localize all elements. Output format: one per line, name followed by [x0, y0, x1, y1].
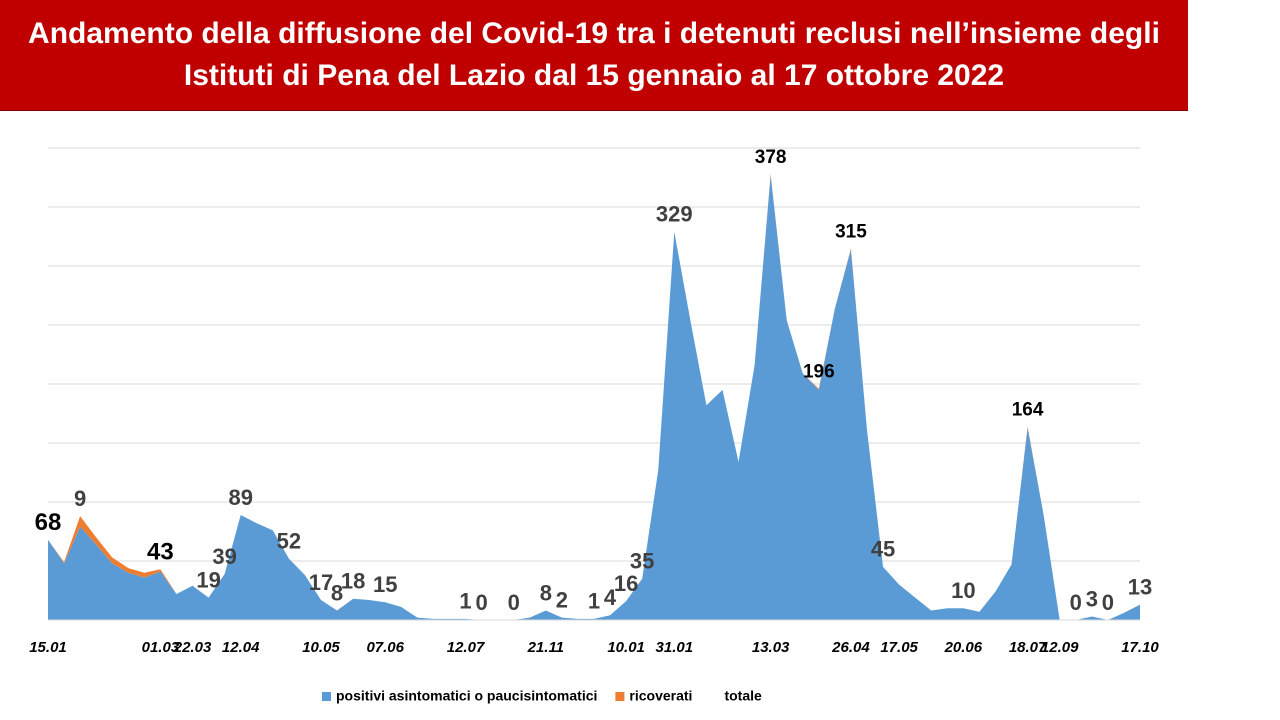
x-tick-label: 13.03	[752, 639, 790, 656]
data-label: 0	[1070, 590, 1082, 615]
data-label: 45	[871, 537, 895, 562]
x-tick-label: 21.11	[527, 639, 564, 656]
data-label: 89	[228, 485, 252, 510]
x-tick-label: 12.04	[222, 639, 260, 656]
data-label: 52	[277, 528, 301, 553]
x-tick-label: 17.10	[1121, 639, 1159, 656]
x-tick-label: 15.01	[29, 639, 67, 656]
data-label: 329	[656, 202, 693, 227]
x-tick-label: 18.07	[1009, 639, 1047, 656]
data-label: 8	[331, 580, 343, 605]
x-tick-label: 07.06	[366, 639, 404, 656]
x-tick-label: 26.04	[831, 639, 870, 656]
data-label: 9	[74, 486, 86, 511]
data-label: 1	[588, 589, 600, 614]
total-label: 315	[835, 221, 867, 242]
data-label: 0	[508, 590, 520, 615]
data-label: 15	[373, 572, 397, 597]
data-label: 17	[309, 570, 333, 595]
total-label: 68	[35, 509, 62, 536]
data-label: 1	[459, 589, 471, 614]
data-label: 35	[630, 549, 654, 574]
x-tick-label: 20.06	[944, 639, 983, 656]
data-label: 19	[196, 567, 220, 592]
data-label: 2	[556, 587, 568, 612]
x-tick-label: 17.05	[880, 639, 918, 656]
area	[48, 175, 1140, 620]
data-label: 0	[1102, 590, 1114, 615]
data-label: 8	[540, 580, 552, 605]
total-label: 164	[1012, 399, 1044, 420]
data-label: 3	[1086, 586, 1098, 611]
chart-title: Andamento della diffusione del Covid-19 …	[28, 17, 1160, 92]
data-label: 39	[212, 544, 236, 569]
legend-label: positivi asintomatici o paucisintomatici	[336, 688, 597, 704]
x-tick-label: 10.05	[302, 639, 340, 656]
x-tick-label: 01.03	[142, 639, 180, 656]
data-label: 4	[604, 585, 617, 610]
data-label: 10	[951, 578, 975, 603]
legend-label: totale	[724, 688, 762, 704]
data-label: 16	[614, 571, 638, 596]
title-banner: Andamento della diffusione del Covid-19 …	[0, 0, 1188, 111]
total-label: 43	[147, 539, 174, 566]
x-tick-label: 12.09	[1041, 639, 1079, 656]
data-label: 18	[341, 569, 365, 594]
data-label: 13	[1128, 574, 1152, 599]
legend-label: ricoverati	[629, 688, 692, 704]
total-label: 378	[755, 147, 787, 168]
total-label: 196	[803, 362, 835, 383]
x-tick-label: 22.03	[173, 639, 212, 656]
x-tick-label: 31.01	[656, 639, 694, 656]
legend-swatch	[615, 692, 625, 701]
x-tick-label: 12.07	[447, 639, 485, 656]
legend-swatch	[322, 692, 331, 701]
data-label: 0	[475, 590, 487, 615]
x-tick-label: 10.01	[607, 639, 645, 656]
